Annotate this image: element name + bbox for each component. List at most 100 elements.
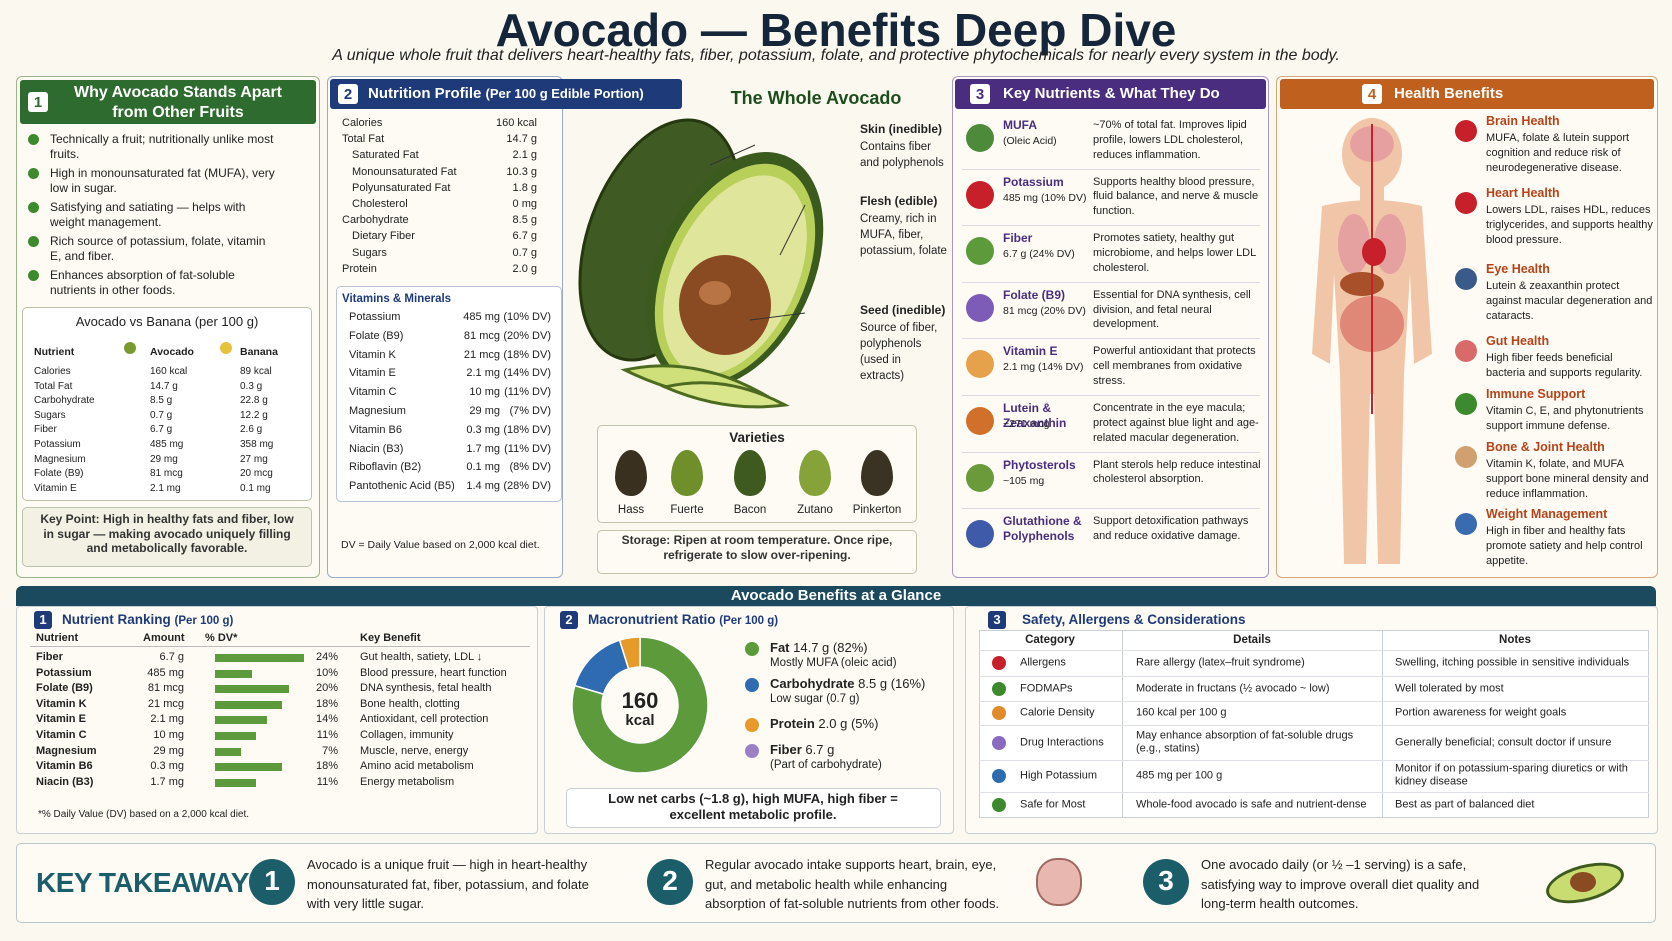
divider — [979, 792, 1649, 793]
table-cell: 20 mcg — [240, 468, 273, 480]
table-cell: Allergens — [1020, 656, 1066, 669]
legend-dot — [745, 718, 759, 732]
text: (Per 100 g) — [174, 615, 234, 627]
benefit-text: Energy metabolism — [360, 775, 455, 788]
bullet-text: Satisfying and satiating — helps with we… — [50, 200, 246, 229]
badge-number: 1 — [39, 612, 47, 627]
vitamin-amount: 10 mg — [469, 386, 500, 399]
panel — [566, 788, 941, 828]
benefit-icon — [1455, 192, 1477, 214]
nutrient-value: 160 kcal — [496, 117, 537, 129]
legend-entry: Protein 2.0 g (5%) — [770, 716, 878, 732]
table-cell: 14.7 g — [150, 380, 178, 392]
vitamin-name: Potassium — [349, 311, 401, 323]
badge-number: 1 — [33, 94, 43, 111]
nutrient-icon — [966, 407, 994, 435]
nutrient-desc: Support detoxification pathways and redu… — [1093, 515, 1249, 543]
dv-bar — [215, 654, 304, 662]
table-cell: Monitor if on potassium-sparing diuretic… — [1395, 762, 1628, 788]
bullet-text: Rich source of potassium, folate, vitami… — [50, 234, 266, 263]
variety-name: Hass — [617, 504, 645, 516]
part-desc: Creamy, rich in MUFA, fiber, potassium, … — [860, 213, 947, 258]
benefit-text: Gut health, satiety, LDL ↓ — [360, 651, 483, 663]
nutrient-detail: 485 mg (10% DV) — [1003, 191, 1087, 204]
vitamin-dv: (18% DV) — [503, 423, 551, 436]
benefit-desc: MUFA, folate & lutein support cognition … — [1486, 132, 1630, 174]
icon — [124, 342, 136, 354]
vitamin-dv: (14% DV) — [503, 367, 551, 380]
nutrient-name: Potassium — [1003, 174, 1064, 189]
dv-label: 24% — [315, 651, 338, 663]
divider — [1122, 630, 1123, 818]
table-cell: 160 kcal per 100 g — [1136, 706, 1227, 719]
nutrient-name: Polyunsaturated Fat — [352, 181, 451, 194]
table-cell: 160 kcal — [150, 366, 188, 377]
nutrient-icon — [966, 293, 994, 322]
number-circle — [249, 859, 295, 905]
part-name: Skin (inedible) — [860, 122, 943, 136]
badge-number: 2 — [343, 86, 353, 103]
dv-label: 18% — [315, 697, 338, 710]
benefit-icon — [1455, 393, 1477, 415]
legend-entry: Carbohydrate 8.5 g (16%) — [770, 676, 925, 692]
badge — [560, 611, 578, 629]
nutrient-value: 0 mg — [512, 198, 537, 210]
nutrient-amount: 81 mcg — [147, 682, 184, 695]
avocado-illustration — [578, 118, 824, 409]
panel — [597, 530, 917, 574]
section-title: Macronutrient Ratio (Per 100 g) — [588, 612, 778, 628]
vitamin-amount: 0.3 mg — [466, 423, 500, 436]
nutrient-desc: Supports healthy blood pressure, fluid b… — [1093, 175, 1259, 218]
table-cell: 89 kcal — [240, 366, 272, 377]
variety-name: Pinkerton — [852, 504, 902, 516]
text: Nutrition Profile — [368, 85, 482, 102]
nutrient-name: Monounsaturated Fat — [352, 165, 457, 178]
safety-icon — [992, 798, 1006, 812]
nutrient-name: Vitamin C — [36, 729, 87, 741]
table-cell: 2.1 mg — [150, 482, 181, 494]
benefit-icon — [1455, 268, 1477, 290]
check-icon — [28, 270, 39, 281]
nutrient-detail: ~271 mcg — [1003, 418, 1050, 430]
nutrient-desc: Concentrate in the eye macula; protect a… — [1093, 402, 1259, 444]
table-cell: 12.2 g — [240, 409, 268, 421]
nutrient-name: Fiber — [1003, 231, 1033, 246]
text: (Per 100 g Edible Portion) — [485, 86, 644, 101]
divider — [979, 760, 1649, 761]
nutrient-icon — [966, 180, 994, 209]
benefit-desc: Lutein & zeaxanthin protect against macu… — [1486, 280, 1653, 322]
divider — [979, 725, 1649, 726]
donut-segment — [571, 636, 709, 774]
badge-number: 3 — [975, 86, 985, 103]
dv-label: 18% — [315, 760, 338, 773]
nutrient-desc: ~70% of total fat. Improves lipid profil… — [1093, 119, 1247, 161]
dv-label: 7% — [322, 744, 338, 757]
text: Macronutrient Ratio — [588, 612, 716, 627]
table-cell: Rare allergy (latex–fruit syndrome) — [1136, 656, 1305, 669]
vitamin-name: Vitamin E — [349, 367, 396, 380]
nutrient-amount: 485 mg — [147, 666, 184, 679]
check-icon — [28, 236, 39, 247]
nutrient-desc: Promotes satiety, healthy gut microbiome… — [1093, 232, 1256, 274]
table-cell: High Potassium — [1020, 769, 1098, 782]
table-cell: 485 mg — [150, 439, 184, 450]
nutrient-amount: 6.7 g — [159, 651, 184, 663]
benefit-icon — [1455, 120, 1477, 142]
badge — [338, 84, 358, 104]
divider — [30, 646, 530, 647]
table-cell: 485 mg per 100 g — [1136, 769, 1223, 782]
table-cell: May enhance absorption of fat-soluble dr… — [1136, 729, 1354, 755]
table-cell: 81 mcg — [150, 468, 183, 480]
seed-icon — [1570, 872, 1596, 892]
vitamin-dv: (18% DV) — [503, 348, 551, 361]
benefit-icon — [1455, 513, 1477, 535]
nutrient-icon — [966, 520, 994, 549]
section-title: Nutrient Ranking (Per 100 g) — [62, 612, 233, 628]
nutrient-detail: 6.7 g (24% DV) — [1003, 248, 1075, 261]
badge — [34, 611, 52, 629]
nutrient-amount: 2.1 mg — [150, 713, 184, 726]
variety-icon — [615, 450, 647, 496]
safety-icon — [992, 656, 1006, 670]
table-cell: 8.5 g — [150, 395, 173, 407]
benefit-name: Gut Health — [1486, 334, 1550, 348]
